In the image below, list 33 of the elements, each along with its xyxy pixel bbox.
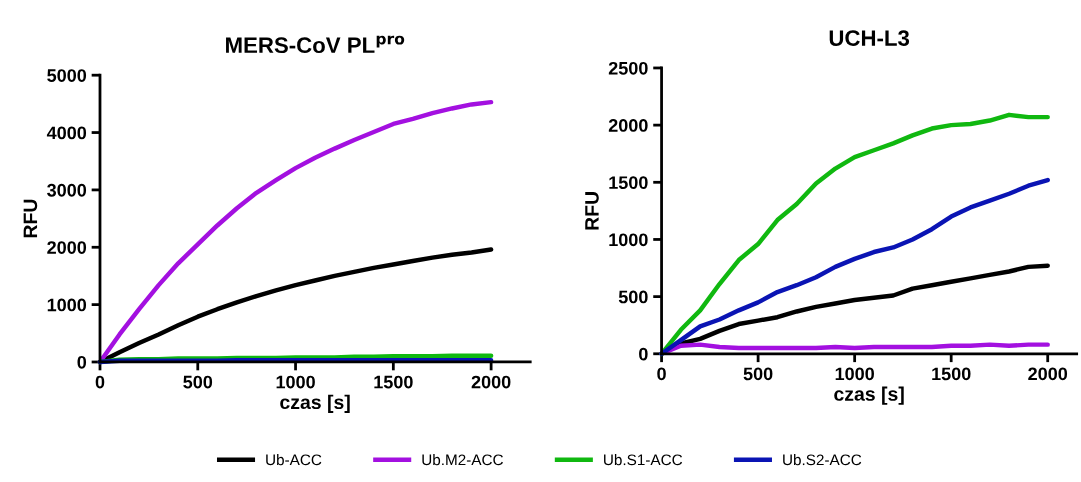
x-tick-label: 0	[657, 367, 666, 381]
x-tick-label: 0	[95, 375, 105, 389]
x-axis-title: czas [s]	[280, 394, 350, 413]
x-tick-label: 1500	[932, 367, 971, 381]
x-tick-label: 2000	[1028, 367, 1068, 381]
line-series	[659, 177, 1050, 357]
x-tick-label: 1500	[374, 375, 413, 389]
x-tick-label: 1000	[835, 367, 874, 381]
x-axis-title: czas [s]	[834, 386, 904, 405]
legend-label: Ub.S2-ACC	[783, 454, 862, 466]
legend-label: Ub.S1-ACC	[604, 454, 683, 466]
x-tick-label: 1000	[276, 375, 315, 389]
y-tick-label: 4000	[46, 126, 87, 140]
y-tick-label: 2000	[47, 241, 87, 254]
y-axis-title: RFU	[23, 199, 38, 238]
y-tick-label: 1000	[609, 233, 648, 247]
chart-title: MERS-CoV PL$^{pro}$	[226, 35, 405, 54]
y-tick-label: 0	[77, 355, 87, 369]
y-tick-label: 5000	[47, 69, 87, 82]
x-tick-label: 2000	[471, 375, 511, 389]
y-tick-label: 0	[639, 347, 648, 361]
y-tick-label: 2500	[608, 61, 648, 75]
legend-label: Ub-ACC	[266, 454, 322, 466]
y-tick-label: 1500	[609, 176, 648, 190]
x-tick-label: 500	[743, 367, 773, 381]
legend-label: Ub.M2-ACC	[422, 454, 503, 466]
y-tick-label: 3000	[47, 183, 87, 197]
y-tick-label: 500	[618, 290, 648, 304]
chart-title: UCH-L3	[829, 30, 910, 46]
y-tick-label: 1000	[47, 298, 87, 312]
x-tick-label: 500	[183, 375, 213, 389]
y-tick-label: 2000	[608, 119, 648, 132]
y-axis-title: RFU	[585, 192, 599, 230]
